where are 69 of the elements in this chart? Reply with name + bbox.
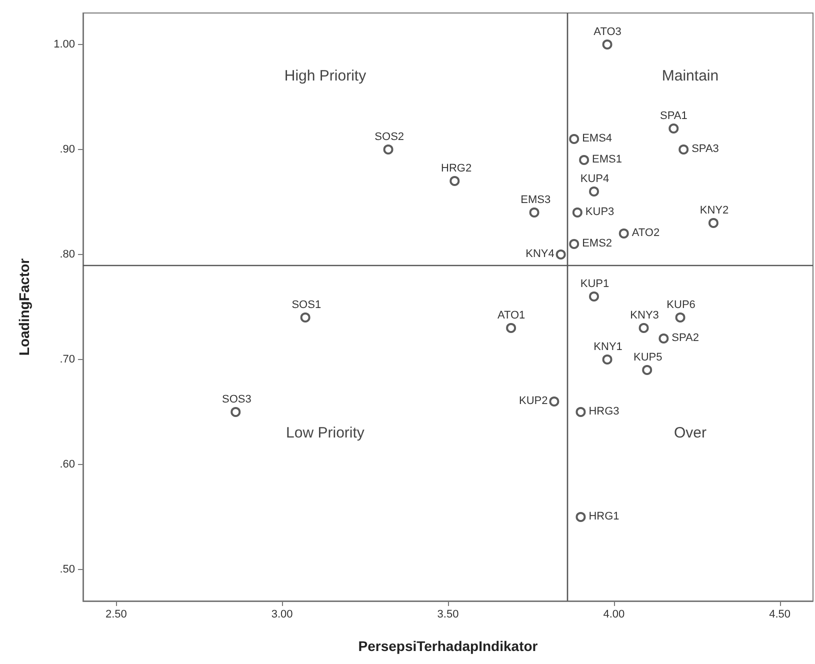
- point: [618, 228, 629, 238]
- point: [678, 144, 689, 154]
- x-tick-label: 4.50: [769, 608, 791, 620]
- y-tick-label: .70: [60, 354, 75, 366]
- annotation: HRG3: [588, 406, 620, 418]
- point: [708, 218, 718, 228]
- annotation: SOS3: [222, 394, 252, 406]
- point: [602, 354, 612, 364]
- point: [589, 292, 599, 302]
- point: [569, 239, 580, 249]
- annotation: KUP6: [666, 299, 696, 311]
- y-tick-label: .90: [60, 144, 75, 156]
- y-tick-label: 1.00: [54, 38, 75, 50]
- annotation: KUP3: [585, 206, 614, 218]
- annotation: KNY3: [630, 310, 659, 322]
- annotation: KUP5: [633, 352, 662, 364]
- x-tick-label: 3.50: [437, 608, 459, 620]
- annotation: KNY4: [526, 248, 554, 260]
- point: [506, 323, 516, 333]
- annotation: ATO2: [632, 227, 660, 239]
- x-tick-label: 4.00: [603, 608, 625, 620]
- annotation: SOS2: [374, 131, 404, 143]
- annotation: KNY2: [700, 204, 729, 216]
- point: [576, 407, 586, 417]
- point: [675, 312, 686, 322]
- y-tick-label: .80: [60, 248, 75, 260]
- point: [642, 365, 652, 375]
- point: [668, 124, 679, 134]
- annotation: Low Priority: [286, 424, 365, 442]
- annotation: ATO3: [594, 26, 622, 38]
- point: [579, 155, 590, 165]
- point: [576, 512, 586, 522]
- annotation: EMS1: [592, 154, 622, 166]
- y-tick-label: .50: [60, 564, 75, 576]
- point: [383, 144, 394, 154]
- point: [300, 312, 310, 322]
- point: [602, 40, 612, 50]
- point: [569, 134, 580, 144]
- annotation: High Priority: [284, 68, 367, 84]
- annotation: Maintain: [662, 68, 719, 84]
- annotation: EMS3: [520, 194, 551, 206]
- annotation: SPA1: [660, 110, 688, 122]
- point: [658, 334, 669, 344]
- point: [589, 186, 599, 196]
- y-axis-title: LoadingFactor: [16, 258, 32, 356]
- annotation: SPA2: [672, 332, 699, 344]
- annotation: KUP1: [580, 278, 610, 290]
- annotation: KNY1: [594, 341, 622, 353]
- point: [556, 250, 566, 260]
- annotation: ATO1: [497, 310, 526, 322]
- point: [638, 323, 649, 333]
- x-tick-label: 3.00: [271, 608, 293, 620]
- x-axis-title: PersepsiTerhadapIndikator: [358, 638, 538, 654]
- y-tick-label: .60: [60, 458, 75, 470]
- annotation: HRG1: [588, 510, 620, 522]
- annotation: SPA3: [692, 143, 719, 155]
- point: [572, 208, 582, 218]
- annotation: Over: [674, 424, 706, 442]
- annotation: EMS4: [582, 132, 612, 144]
- annotation: KUP4: [580, 173, 610, 185]
- x-tick-label: 2.50: [105, 608, 127, 620]
- annotation: SOS1: [292, 299, 322, 311]
- annotation: HRG2: [441, 162, 472, 174]
- point: [549, 396, 560, 406]
- point: [450, 176, 460, 186]
- point: [230, 407, 241, 417]
- point: [529, 208, 540, 218]
- annotation: KUP2: [518, 395, 548, 407]
- annotation: EMS2: [582, 238, 612, 250]
